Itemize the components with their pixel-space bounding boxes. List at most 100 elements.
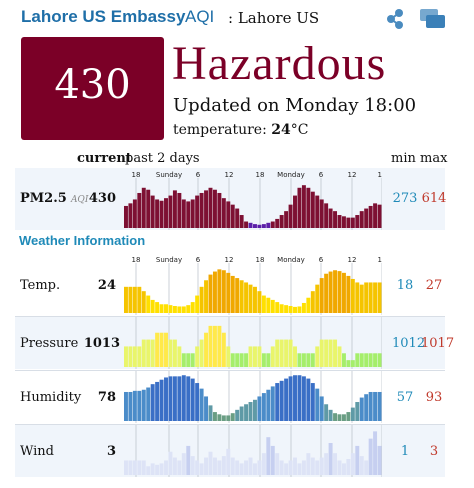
pm25-bar <box>270 221 275 228</box>
pressure-bar <box>359 353 364 367</box>
pm25-bar <box>364 208 369 228</box>
pm25-bar <box>177 192 182 228</box>
pm25-bar <box>346 217 351 228</box>
wind-bar <box>164 460 168 475</box>
pm25-bar <box>217 192 222 228</box>
pm25-bar <box>377 204 382 228</box>
city-name: : Lahore US <box>228 9 320 27</box>
updated-time: Updated on Monday 18:00 <box>173 95 417 116</box>
time-tick-label: Sunday <box>156 256 182 264</box>
humidity-bar <box>239 406 244 421</box>
pm25-bar <box>199 192 204 228</box>
column-past: past 2 days <box>125 151 200 166</box>
wind-bar <box>377 445 382 475</box>
temperature-value: 24 <box>271 122 291 138</box>
pm25-bar <box>212 189 217 228</box>
temp-bar <box>177 306 182 313</box>
humidity-bar <box>217 414 222 421</box>
pm25-bar <box>288 204 293 228</box>
pressure-bar <box>315 346 320 367</box>
pressure-bar <box>293 346 297 367</box>
pressure-bar <box>244 353 249 367</box>
humidity-bar <box>359 397 364 421</box>
humidity-bar <box>310 383 315 421</box>
temp-bar <box>150 299 155 313</box>
windows-icon[interactable] <box>419 8 447 30</box>
wind-bar <box>137 460 142 475</box>
pressure-bar <box>186 353 191 367</box>
pm25-name: PM2.5 <box>20 191 67 206</box>
wind-bar <box>333 453 338 475</box>
pm25-bar <box>301 185 306 228</box>
wind-bar <box>235 460 240 475</box>
humidity-bar <box>350 407 355 421</box>
temp-bar <box>124 286 128 313</box>
humidity-current: 78 <box>97 390 116 405</box>
humidity-bar <box>328 409 333 421</box>
pm25-bar <box>235 208 240 228</box>
temp-bar <box>132 286 137 313</box>
temp-bar <box>333 270 338 313</box>
pm25-bar <box>284 211 289 228</box>
humidity-bar <box>212 412 217 421</box>
pressure-bar <box>177 346 182 367</box>
wind-bar <box>293 457 297 475</box>
share-icon[interactable] <box>384 8 406 30</box>
pressure-bar <box>364 353 369 367</box>
temp-bar <box>212 271 217 313</box>
wind-bar <box>244 460 249 475</box>
wind-bar <box>172 457 177 475</box>
humidity-bar <box>244 404 249 421</box>
temp-bar <box>373 282 378 313</box>
temp-bar <box>248 284 253 313</box>
pressure-bar <box>373 353 378 367</box>
wind-bar <box>261 453 266 475</box>
column-current: current <box>77 151 132 166</box>
column-max: max <box>420 151 448 166</box>
pressure-bar <box>159 332 164 367</box>
wind-current: 3 <box>106 444 116 459</box>
humidity-bar <box>297 375 302 421</box>
pm25-max: 614 <box>421 191 447 206</box>
pm25-bar <box>124 205 128 228</box>
temp-current: 24 <box>97 278 116 293</box>
wind-bar <box>341 463 346 475</box>
pressure-bar <box>181 353 186 367</box>
temp-bar <box>190 302 195 313</box>
humidity-bar <box>315 388 320 421</box>
wind-bar <box>204 457 209 475</box>
temp-bar <box>128 286 133 313</box>
wind-bar <box>359 456 364 475</box>
pressure-bar <box>124 346 128 367</box>
pressure-chart <box>124 317 382 369</box>
pm25-bar <box>239 215 244 228</box>
pm25-bar <box>168 195 173 228</box>
humidity-bar <box>306 378 311 421</box>
humidity-bar <box>132 390 137 421</box>
wind-bar <box>306 453 311 475</box>
humidity-bar <box>226 415 231 421</box>
wind-bar <box>150 463 155 475</box>
wind-bar <box>310 457 315 475</box>
wind-bar <box>315 460 320 475</box>
humidity-bar <box>235 409 240 421</box>
humidity-bar <box>172 376 177 421</box>
pressure-bar <box>377 353 382 367</box>
pressure-bar <box>368 353 373 367</box>
temp-bar <box>337 271 342 313</box>
pressure-bar <box>257 346 262 367</box>
humidity-bar <box>261 393 266 421</box>
pm25-bar <box>141 187 146 228</box>
wind-bar <box>266 437 271 475</box>
pressure-bar <box>288 339 293 367</box>
humidity-bar <box>341 414 346 421</box>
temp-bar <box>328 271 333 313</box>
wind-bar <box>288 460 293 475</box>
pm25-bar <box>333 211 338 228</box>
pressure-bar <box>141 339 146 367</box>
temp-bar <box>221 270 226 313</box>
temp-chart: 18 Sunday 6 12 18 Monday 6 12 18 <box>124 256 382 315</box>
temp-bar <box>284 305 289 313</box>
humidity-bar <box>270 386 275 421</box>
station-name[interactable]: Lahore US Embassy <box>21 7 186 26</box>
